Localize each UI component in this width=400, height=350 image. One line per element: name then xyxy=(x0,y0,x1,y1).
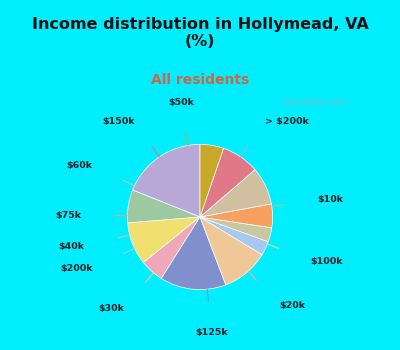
Text: $125k: $125k xyxy=(195,328,228,337)
Wedge shape xyxy=(200,217,262,285)
Text: > $200k: > $200k xyxy=(265,117,309,126)
Text: City-Data.com: City-Data.com xyxy=(282,98,346,107)
Text: $10k: $10k xyxy=(318,195,344,204)
Text: $30k: $30k xyxy=(98,304,124,313)
Wedge shape xyxy=(200,204,272,228)
Text: Income distribution in Hollymead, VA
(%): Income distribution in Hollymead, VA (%) xyxy=(32,17,368,49)
Wedge shape xyxy=(200,217,268,255)
Text: $200k: $200k xyxy=(60,264,93,273)
Text: $60k: $60k xyxy=(66,161,93,170)
Wedge shape xyxy=(200,170,271,217)
Text: $75k: $75k xyxy=(55,211,81,219)
Wedge shape xyxy=(200,217,272,242)
Wedge shape xyxy=(144,217,200,278)
Wedge shape xyxy=(200,148,255,217)
Wedge shape xyxy=(161,217,226,289)
Text: $20k: $20k xyxy=(279,301,305,310)
Text: All residents: All residents xyxy=(151,73,249,87)
Text: $100k: $100k xyxy=(310,257,343,266)
Wedge shape xyxy=(200,145,224,217)
Text: $150k: $150k xyxy=(102,117,135,126)
Text: $50k: $50k xyxy=(168,98,194,107)
Wedge shape xyxy=(128,217,200,262)
Wedge shape xyxy=(128,190,200,223)
Text: $40k: $40k xyxy=(58,242,85,251)
Wedge shape xyxy=(133,145,200,217)
